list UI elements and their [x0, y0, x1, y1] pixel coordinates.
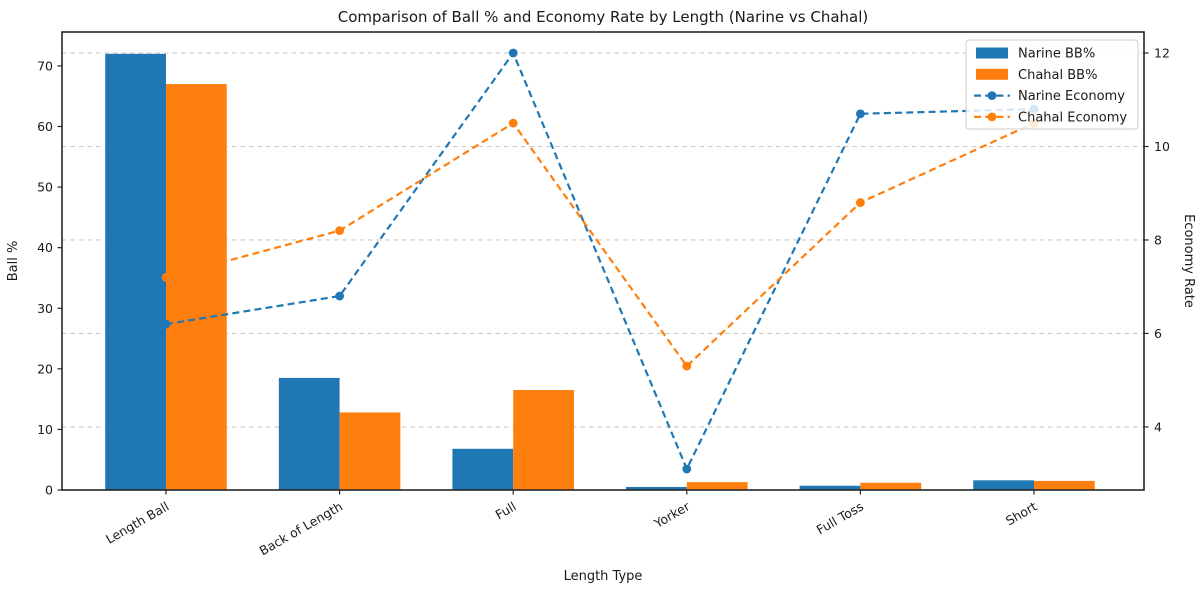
line-narine-economy: [165, 50, 1035, 472]
y-tick-left-60: 60: [37, 119, 53, 134]
legend-box: [965, 39, 1139, 130]
legend-swatch-chahal-bb: [976, 68, 1008, 80]
legend-item-chahal-economy: Chahal Economy: [974, 110, 1127, 125]
point-chahal-economy-full-toss: [856, 198, 865, 207]
bar-chahal-bb-length-ball: [166, 84, 227, 491]
x-axis-label: Length Type: [564, 569, 643, 584]
x-tick-label-short: Short: [1003, 499, 1040, 529]
y-tick-left-50: 50: [37, 180, 53, 195]
x-tick-label-yorker: Yorker: [651, 498, 693, 531]
x-tick-label-full: Full: [493, 499, 519, 523]
chart-title: Comparison of Ball % and Economy Rate by…: [338, 8, 869, 26]
bar-narine-bb-length-ball: [105, 53, 166, 491]
y-tick-right-6: 6: [1154, 326, 1162, 341]
legend-label-chahal-economy: Chahal Economy: [1018, 110, 1127, 125]
bar-narine-bb-short: [973, 480, 1034, 490]
legend-swatch-narine-bb: [976, 47, 1008, 59]
y-tick-right-4: 4: [1154, 419, 1162, 434]
point-narine-economy-length-ball: [161, 319, 171, 329]
point-narine-economy-back-of-length: [335, 291, 344, 301]
y-tick-left-70: 70: [37, 58, 53, 73]
bar-chahal-bb-full: [513, 390, 574, 490]
legend-item-chahal-bb: Chahal BB%: [976, 68, 1097, 83]
line-chahal-economy: [165, 121, 1035, 368]
legend-label-narine-bb: Narine BB%: [1018, 47, 1095, 62]
legend-label-chahal-bb: Chahal BB%: [1018, 68, 1097, 83]
plot-border: [61, 31, 1145, 491]
y-tick-right-8: 8: [1154, 232, 1162, 247]
y-tick-right-12: 12: [1154, 46, 1170, 61]
y-tick-left-30: 30: [37, 301, 53, 316]
bar-narine-bb-full: [452, 448, 514, 490]
point-narine-economy-full: [508, 48, 518, 58]
y-axis-label-right: Economy Rate: [1181, 214, 1196, 308]
legend-marker-chahal-economy: [987, 112, 997, 122]
point-chahal-economy-back-of-length: [335, 226, 344, 236]
spines: [61, 31, 1145, 491]
legend-item-narine-economy: Narine Economy: [974, 89, 1125, 104]
y-tick-right-10: 10: [1154, 139, 1170, 154]
bar-chahal-bb-short: [1034, 480, 1095, 490]
bar-chahal-bb-full-toss: [860, 482, 922, 490]
legend-label-narine-economy: Narine Economy: [1018, 89, 1125, 104]
bar-chahal-bb-yorker: [686, 482, 748, 490]
y-tick-left-0: 0: [45, 483, 53, 498]
bar-narine-bb-full-toss: [799, 485, 861, 490]
point-chahal-economy-full: [508, 118, 518, 128]
y-axis-label-left: Ball %: [6, 241, 21, 282]
point-chahal-economy-yorker: [682, 361, 692, 371]
chart-layers: 0 10 20 30 40 50 60 70 4 6 8 10 12 Length Ball Back of…: [37, 31, 1170, 559]
y-tick-left-10: 10: [37, 422, 53, 437]
point-chahal-economy-length-ball: [161, 272, 171, 282]
bar-series: [105, 53, 1095, 491]
legend: Narine BB% Chahal BB% Narine Economy Chahal…: [965, 39, 1139, 130]
x-tick-label-length-ball: Length Ball: [103, 499, 171, 547]
bar-chahal-bb-back-of-length: [339, 412, 401, 490]
gridlines: [62, 52, 1144, 428]
bar-narine-bb-back-of-length: [278, 377, 340, 490]
y-tick-left-40: 40: [37, 240, 53, 255]
point-narine-economy-full-toss: [856, 109, 865, 119]
bar-narine-bb-yorker: [626, 486, 687, 490]
x-tick-label-full-toss: Full Toss: [814, 499, 866, 538]
legend-item-narine-bb: Narine BB%: [976, 47, 1095, 62]
legend-marker-narine-economy: [987, 91, 997, 100]
y-tick-left-20: 20: [37, 361, 53, 376]
x-tick-label-back-of-length: Back of Length: [257, 499, 345, 559]
point-narine-economy-yorker: [682, 464, 692, 474]
